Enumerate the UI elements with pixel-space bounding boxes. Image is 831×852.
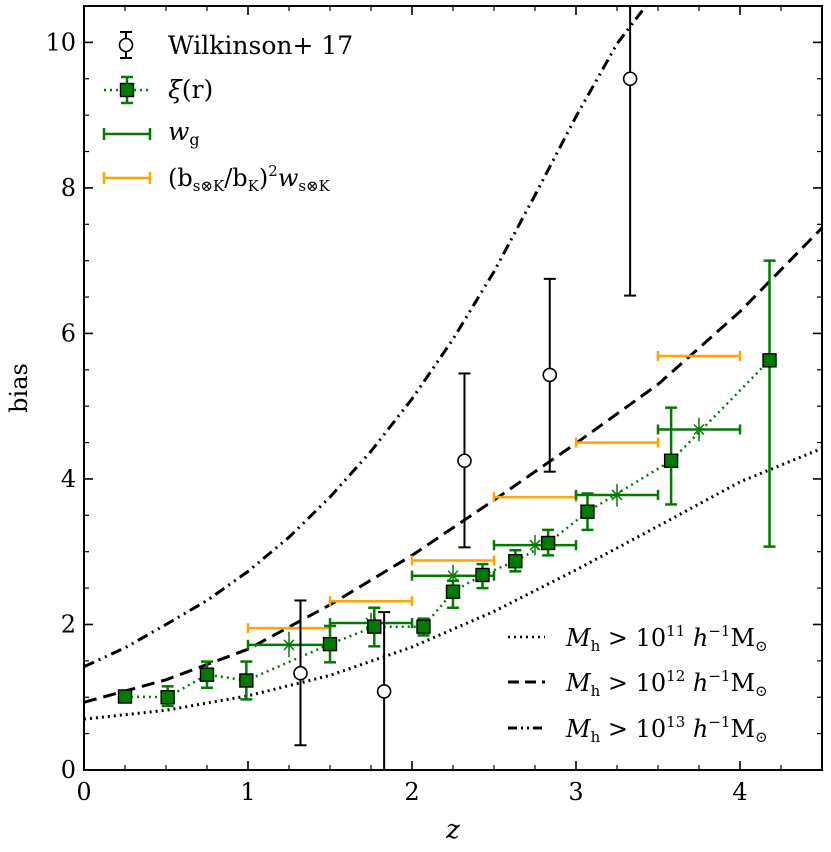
xi-point-marker <box>199 667 215 682</box>
legend-wilkinson-label: Wilkinson+ 17 <box>168 31 353 60</box>
legend-m12-Msub: h <box>591 682 601 700</box>
legend-cross-sub1: s⊗K <box>193 177 225 195</box>
xi-point-marker <box>416 619 431 634</box>
legend-m12-hexp: −1 <box>708 667 730 685</box>
y-tick-label: 0 <box>61 756 76 784</box>
legend-m11-M: M <box>565 624 592 652</box>
legend-m13-sun: ⊙ <box>755 728 768 746</box>
legend-lower: Mh > 1011 h−1M⊙ Mh > 1012 h−1M⊙ Mh > 101… <box>508 622 768 746</box>
legend-m13-gt: > 10 <box>600 715 666 743</box>
legend-cross-sup: 2 <box>268 162 278 180</box>
legend-entry-wilkinson: Wilkinson+ 17 <box>118 31 353 60</box>
model-curves <box>84 6 822 721</box>
wilkinson-point-marker <box>622 71 638 87</box>
y-axis-label: bias <box>5 363 33 413</box>
wilkinson-point-marker <box>293 665 308 681</box>
legend-m12-unit: M <box>730 669 755 697</box>
xi-point-marker <box>322 636 338 652</box>
legend-m11-Msub: h <box>591 637 601 655</box>
legend-m12-h: h <box>685 669 708 697</box>
x-tick-label: 4 <box>732 778 747 806</box>
xi-point-marker <box>367 619 382 634</box>
x-tick-label: 1 <box>240 778 255 806</box>
wg-point-marker <box>283 639 295 651</box>
xi-point-marker <box>663 453 679 468</box>
xi-point-marker <box>117 689 133 704</box>
xi-point-marker <box>540 535 556 551</box>
xi-point-marker <box>508 553 523 569</box>
legend-m11-gt: > 10 <box>600 624 666 652</box>
legend-cross-open: (b <box>168 164 193 192</box>
legend-xi-marker <box>119 82 135 98</box>
legend-cross-sub3: s⊗K <box>298 177 330 195</box>
y-tick-label: 6 <box>61 319 76 347</box>
legend-m13-h: h <box>685 715 708 743</box>
legend-cross-label: (bs⊗K/bK)2ws⊗K <box>168 162 331 195</box>
x-tick-label: 3 <box>568 778 583 806</box>
legend-m13-label: Mh > 1013 h−1M⊙ <box>565 713 768 746</box>
data-series <box>117 6 777 770</box>
legend-m12-sun: ⊙ <box>755 682 768 700</box>
wilkinson-point-marker <box>376 684 392 699</box>
legend-m11-exp: 11 <box>666 622 685 640</box>
legend-entry-cross: (bs⊗K/bK)2ws⊗K <box>102 162 331 195</box>
wilkinson-point-marker <box>457 453 472 469</box>
legend-wg-label: wg <box>168 117 200 149</box>
legend-entry-wg: wg <box>102 117 200 149</box>
legend-m13-Msub: h <box>591 728 601 746</box>
legend-m12-M: M <box>565 669 592 697</box>
legend-m11-sun: ⊙ <box>755 637 768 655</box>
wg-point-marker <box>693 423 705 436</box>
legend-m13-unit: M <box>730 715 755 743</box>
y-tick-label: 4 <box>61 465 76 493</box>
x-axis-label: z <box>445 815 460 845</box>
y-tick-label: 8 <box>61 174 76 202</box>
legend-cross-close: ) <box>259 164 268 192</box>
legend-cross-slash: /b <box>224 164 247 192</box>
legend-m11-hexp: −1 <box>708 622 730 640</box>
legend-xi-symbol: ξ <box>168 75 183 104</box>
legend-m11-label: Mh > 1011 h−1M⊙ <box>565 622 768 655</box>
y-tick-label: 10 <box>45 28 76 56</box>
legend-m11-h: h <box>685 624 708 652</box>
legend-m13-exp: 13 <box>666 713 685 731</box>
wg-point-marker <box>447 570 459 582</box>
legend-m12-label: Mh > 1012 h−1M⊙ <box>565 667 768 700</box>
wilkinson-point-marker <box>542 367 558 383</box>
legend-cross-w: w <box>278 164 299 192</box>
legend-m11-unit: M <box>730 624 755 652</box>
xi-point-marker <box>160 690 175 705</box>
xi-point-marker <box>445 584 461 599</box>
legend-m13-M: M <box>565 715 592 743</box>
legend-upper: Wilkinson+ 17 ξ(r) wg (bs⊗K/bK)2ws <box>102 31 353 195</box>
legend-wg-subscript: g <box>189 130 199 149</box>
y-tick-label: 2 <box>61 610 76 638</box>
plot-frame <box>83 5 823 771</box>
legend-entry-xi: ξ(r) <box>104 75 213 105</box>
legend-wilkinson-marker <box>118 37 134 53</box>
legend-cross-sub2: K <box>248 177 260 195</box>
legend-m12-exp: 12 <box>666 667 685 685</box>
model-curve-m13 <box>84 6 648 669</box>
xi-point-marker <box>475 567 490 583</box>
legend-m13-hexp: −1 <box>708 713 730 731</box>
legend-xi-label: ξ(r) <box>168 75 213 104</box>
legend-m12-gt: > 10 <box>600 669 666 697</box>
xi-point-marker <box>239 673 254 688</box>
xi-point-marker <box>762 353 777 368</box>
xi-point-marker <box>580 504 595 519</box>
legend-wg-w: w <box>168 117 189 146</box>
x-tick-label: 0 <box>76 778 91 806</box>
xi-connecting-line <box>124 359 771 699</box>
legend-xi-argument: (r) <box>182 75 213 104</box>
x-tick-label: 2 <box>404 778 419 806</box>
